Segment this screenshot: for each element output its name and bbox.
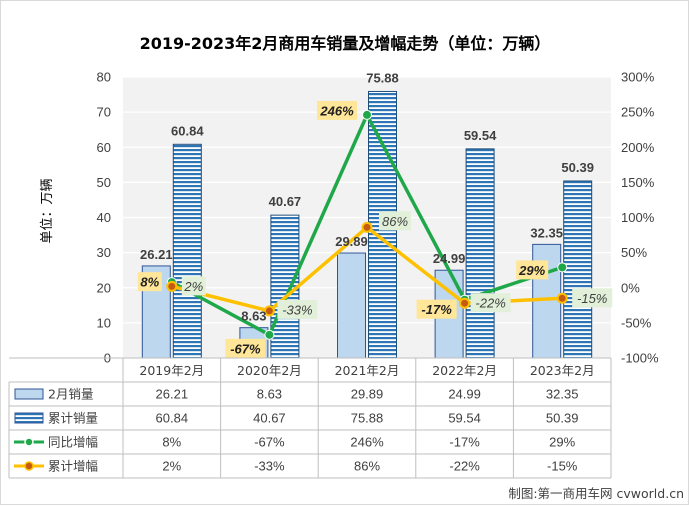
cumulative-growth-label-box: [572, 288, 613, 308]
table-cell: 24.99: [448, 387, 481, 402]
bar-cumulative-sales: [270, 214, 300, 359]
table-cell: 50.39: [546, 411, 579, 426]
bar-monthly-label: 32.35: [530, 225, 563, 240]
bar-monthly-sales: [337, 252, 366, 359]
table-cell: 26.21: [156, 387, 189, 402]
cumulative-growth-label-box: [379, 211, 411, 231]
y-tick-label: 50: [97, 175, 111, 190]
table-cell: -15%: [547, 459, 578, 474]
x-category-label: 2023年2月: [530, 363, 595, 378]
table-cell: 75.88: [351, 411, 384, 426]
chart-title: 2019-2023年2月商用车销量及增幅走势（单位：万辆）: [140, 34, 551, 53]
y2-tick-label: 0%: [621, 280, 640, 295]
table-cell: 86%: [354, 459, 380, 474]
bar-cumulative-sales: [172, 143, 202, 359]
y-tick-label: 20: [97, 280, 111, 295]
yoy-growth-label: -67%: [230, 341, 261, 356]
x-category-label: 2020年2月: [237, 363, 302, 378]
yoy-growth-label-box: [225, 338, 266, 358]
table-cell: 246%: [350, 435, 384, 450]
cumulative-growth-label-box: [181, 276, 206, 296]
y-tick-label: 80: [97, 70, 111, 85]
table-cell: 40.67: [253, 411, 286, 426]
x-category-label: 2019年2月: [139, 363, 204, 378]
bar-cumulative-sales: [465, 148, 495, 359]
table-cell: -22%: [449, 459, 480, 474]
y-tick-label: 60: [97, 140, 111, 155]
table-cell: 29%: [549, 435, 575, 450]
y2-tick-label: 300%: [621, 70, 655, 85]
y2-tick-label: -100%: [621, 351, 659, 366]
legend-key: [14, 412, 44, 424]
y2-tick-label: 200%: [621, 140, 655, 155]
table-cell: -67%: [254, 435, 285, 450]
yoy-growth-label-box: [416, 299, 457, 319]
bar-monthly-label: 24.99: [433, 251, 466, 266]
y2-tick-label: -50%: [621, 315, 652, 330]
bar-cumulative-label: 50.39: [561, 160, 594, 175]
cumulative-growth-label-box: [470, 293, 511, 313]
point-cumulative-growth: [361, 221, 373, 233]
table-cell: -17%: [449, 435, 480, 450]
point-cumulative-growth: [166, 280, 178, 292]
y2-tick-label: 50%: [621, 245, 647, 260]
legend-key: [14, 388, 44, 400]
point-yoy-growth: [264, 329, 275, 340]
table-cell: 2%: [162, 459, 181, 474]
x-category-label: 2021年2月: [335, 363, 400, 378]
cumulative-growth-label-box: [277, 299, 318, 319]
table-cell: 32.35: [546, 387, 579, 402]
bar-cumulative-label: 59.54: [464, 128, 497, 143]
cumulative-growth-label: 2%: [183, 279, 203, 294]
yoy-growth-label-box: [137, 272, 162, 292]
credit-text: 制图:第一商用车网 cvworld.cn: [508, 486, 684, 501]
point-cumulative-growth: [459, 297, 471, 309]
bar-monthly-label: 8.63: [241, 309, 266, 324]
bar-monthly-label: 29.89: [335, 234, 368, 249]
y-axis-title: 单位：万辆: [40, 178, 55, 243]
yoy-growth-label-box: [516, 260, 549, 280]
bar-monthly-label: 26.21: [140, 247, 173, 262]
legend-series-name: 同比增幅: [48, 435, 98, 450]
cumulative-growth-label: 86%: [382, 214, 408, 229]
y2-tick-label: 100%: [621, 210, 655, 225]
legend-key-marker: [24, 437, 34, 447]
bar-cumulative-label: 75.88: [366, 70, 399, 85]
table-cell: 60.84: [156, 411, 189, 426]
bar-cumulative-label: 40.67: [269, 194, 302, 209]
bar-cumulative-label: 60.84: [171, 123, 204, 138]
table-cell: -33%: [254, 459, 285, 474]
cumulative-growth-label: -15%: [577, 291, 607, 306]
point-yoy-growth: [557, 262, 568, 273]
legend-series-name: 2月销量: [48, 387, 93, 402]
legend-series-name: 累计销量: [48, 411, 98, 426]
yoy-growth-label: 29%: [518, 263, 545, 278]
x-category-label: 2022年2月: [432, 363, 497, 378]
yoy-growth-label: -17%: [421, 302, 452, 317]
y2-tick-label: 150%: [621, 175, 655, 190]
y-tick-label: 70: [97, 105, 111, 120]
point-cumulative-growth: [556, 292, 568, 304]
legend-series-name: 累计增幅: [48, 459, 98, 474]
yoy-growth-label: 8%: [140, 275, 159, 290]
legend-key-marker: [24, 461, 34, 471]
point-cumulative-growth: [263, 305, 275, 317]
table-cell: 29.89: [351, 387, 384, 402]
table-cell: 59.54: [448, 411, 481, 426]
yoy-growth-label: 246%: [319, 103, 354, 118]
point-yoy-growth: [362, 109, 372, 120]
y-tick-label: 30: [97, 245, 111, 260]
y2-tick-label: 250%: [621, 105, 655, 120]
table-cell: 8%: [162, 435, 181, 450]
table-cell: 8.63: [257, 387, 282, 402]
cumulative-growth-label: -33%: [282, 302, 312, 317]
yoy-growth-label-box: [317, 100, 357, 120]
y-tick-label: 40: [97, 210, 111, 225]
y-tick-label: 10: [97, 315, 111, 330]
bar-cumulative-sales: [563, 180, 593, 359]
cumulative-growth-label: -22%: [475, 296, 505, 311]
